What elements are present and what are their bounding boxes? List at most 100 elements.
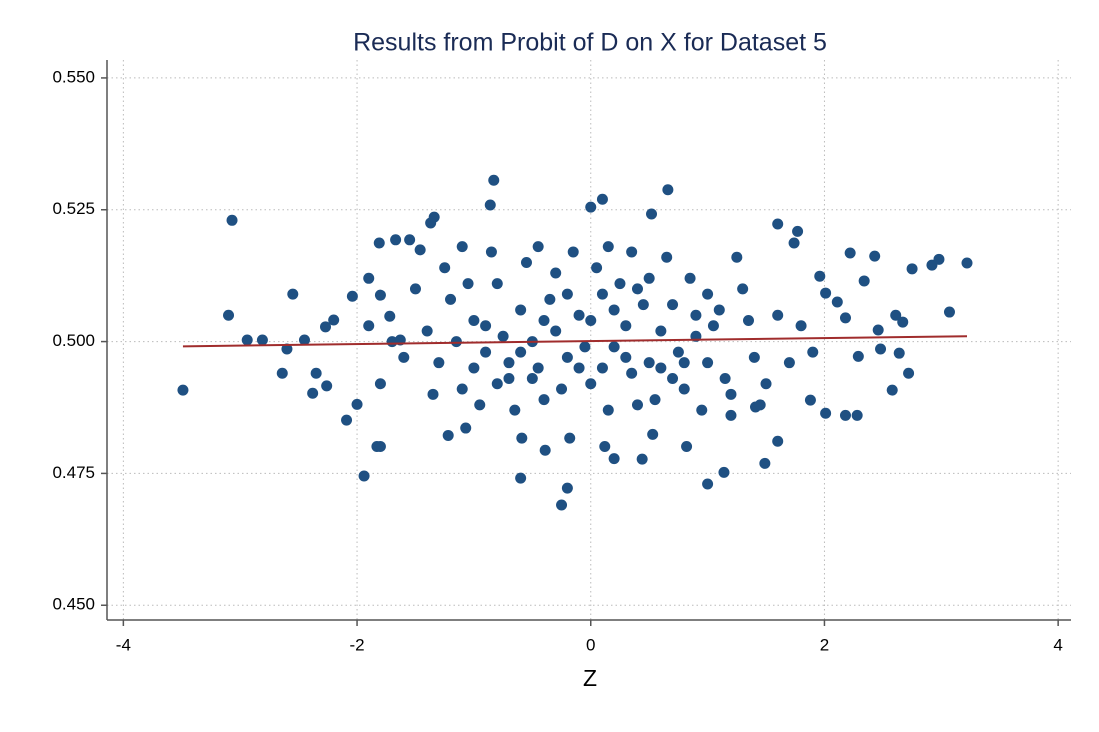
scatter-point [497, 330, 509, 342]
scatter-point [474, 399, 486, 411]
scatter-point [561, 351, 573, 363]
scatter-point [561, 288, 573, 300]
scatter-point [456, 241, 468, 253]
scatter-point [667, 299, 679, 311]
scatter-point [696, 404, 708, 416]
scatter-point [351, 398, 363, 410]
x-tick-label: -2 [349, 635, 364, 654]
scatter-point [620, 351, 632, 363]
scatter-point [795, 320, 807, 332]
scatter-point [226, 214, 238, 226]
x-tick-label: 4 [1053, 635, 1062, 654]
scatter-point [515, 346, 527, 358]
scatter-point [579, 341, 591, 353]
scatter-point [620, 320, 632, 332]
scatter-point [328, 314, 340, 326]
plot-area [177, 174, 973, 511]
scatter-point [491, 378, 503, 390]
scatter-point [374, 441, 386, 453]
scatter-point [428, 211, 440, 223]
scatter-point [646, 208, 658, 220]
scatter-point [567, 246, 579, 258]
scatter-point [602, 404, 614, 416]
scatter-point [223, 309, 235, 321]
scatter-point [550, 325, 562, 337]
scatter-point [614, 278, 626, 290]
x-tick-label: -4 [116, 635, 131, 654]
scatter-point [561, 482, 573, 494]
scatter-point [456, 383, 468, 395]
scatter-point [462, 278, 474, 290]
scatter-point [626, 367, 638, 379]
scatter-point [460, 422, 472, 434]
scatter-point [363, 320, 375, 332]
scatter-point [684, 272, 696, 284]
scatter-point [503, 357, 515, 369]
scatter-point [414, 244, 426, 256]
scatter-point [596, 193, 608, 205]
scatter-point [445, 293, 457, 305]
scatter-point [520, 256, 532, 268]
scatter-point [358, 470, 370, 482]
x-tick-label: 2 [820, 635, 829, 654]
scatter-point [550, 267, 562, 279]
scatter-point [427, 388, 439, 400]
scatter-point [844, 247, 856, 259]
scatter-point [655, 325, 667, 337]
scatter-point [839, 312, 851, 324]
scatter-point [573, 309, 585, 321]
scatter-point [636, 453, 648, 465]
scatter-point [852, 350, 864, 362]
scatter-point [807, 346, 819, 358]
scatter-point [421, 325, 433, 337]
scatter-point [599, 441, 611, 453]
scatter-point [386, 336, 398, 348]
scatter-point [725, 388, 737, 400]
scatter-point [538, 314, 550, 326]
scatter-point [241, 334, 253, 346]
y-tick-label: 0.550 [52, 67, 95, 86]
x-tick-label: 0 [586, 635, 595, 654]
scatter-point [374, 289, 386, 301]
scatter-point [608, 453, 620, 465]
scatter-point [484, 199, 496, 211]
scatter-point [851, 409, 863, 421]
y-tick-label: 0.450 [52, 595, 95, 614]
scatter-point [556, 499, 568, 511]
scatter-point [608, 304, 620, 316]
scatter-point [398, 351, 410, 363]
scatter-point [943, 306, 955, 318]
scatter-point [631, 399, 643, 411]
scatter-point [450, 336, 462, 348]
scatter-point [672, 346, 684, 358]
y-tick-label: 0.475 [52, 463, 95, 482]
chart-title: Results from Probit of D on X for Datase… [353, 29, 827, 57]
scatter-point [585, 314, 597, 326]
scatter-point [655, 362, 667, 374]
scatter-point [532, 241, 544, 253]
scatter-point [643, 357, 655, 369]
scatter-point [468, 362, 480, 374]
scatter-point [783, 357, 795, 369]
scatter-point [647, 428, 659, 440]
scatter-point [804, 394, 816, 406]
scatter-point [788, 237, 800, 249]
scatter-point [702, 478, 714, 490]
scatter-point [177, 384, 189, 396]
scatter-point [341, 414, 353, 426]
scatter-point [516, 432, 528, 444]
scatter-point [404, 234, 416, 246]
scatter-point [772, 435, 784, 447]
scatter-point [760, 378, 772, 390]
scatter-point [772, 309, 784, 321]
scatter-point [719, 372, 731, 384]
scatter-point [480, 320, 492, 332]
scatter-point [596, 288, 608, 300]
scatter-point [626, 246, 638, 258]
scatter-point [713, 304, 725, 316]
scatter-point [433, 357, 445, 369]
scatter-point [667, 372, 679, 384]
scatter-point [814, 270, 826, 282]
